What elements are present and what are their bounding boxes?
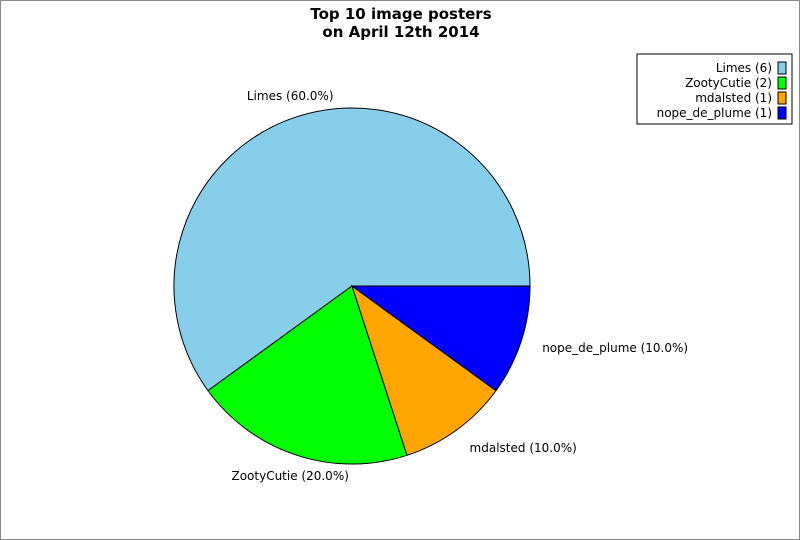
slice-label: mdalsted (10.0%): [470, 441, 577, 455]
chart-title-line-2: on April 12th 2014: [322, 23, 479, 41]
legend-label: ZootyCutie (2): [685, 76, 772, 90]
legend-label: nope_de_plume (1): [657, 106, 772, 120]
legend-swatch: [777, 76, 787, 90]
slice-label: Limes (60.0%): [247, 89, 334, 103]
chart-title-line-1: Top 10 image posters: [310, 5, 491, 23]
slice-label: ZootyCutie (20.0%): [231, 469, 348, 483]
slice-label: nope_de_plume (10.0%): [542, 341, 688, 355]
pie-slice-nope-de-plume: [350, 285, 531, 392]
pie-slice-zootycutie: [207, 285, 408, 465]
legend-label: Limes (6): [716, 61, 772, 75]
pie-slice-mdalsted: [351, 284, 497, 456]
legend-swatch: [777, 61, 787, 75]
legend-swatch: [777, 106, 787, 120]
legend-swatch: [777, 91, 787, 105]
legend-box: [636, 53, 793, 125]
legend-label: mdalsted (1): [695, 91, 772, 105]
legend: Limes (6)ZootyCutie (2)mdalsted (1)nope_…: [636, 53, 793, 125]
pie-slice-limes: [173, 107, 531, 392]
